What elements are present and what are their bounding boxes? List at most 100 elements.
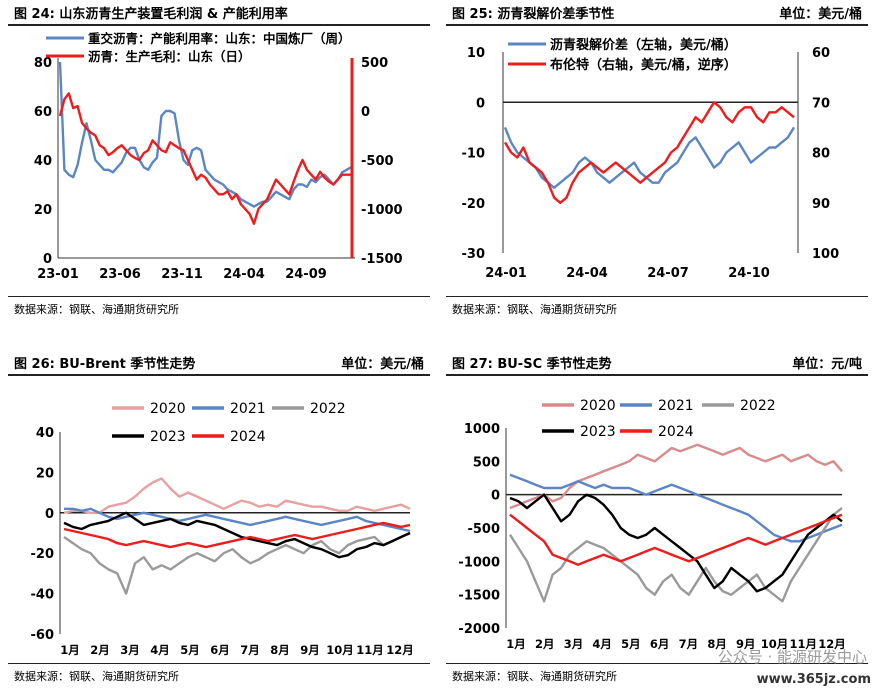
x-tick-label: 7月 [240,643,260,657]
y-tick-label: 0 [491,489,500,504]
y-tick-label: -1500 [458,589,500,604]
legend-label: 2020 [580,398,616,414]
chart-crack-spread: -30 -20 -10 0 10 100 90 80 70 60 24-01 24-04 24-07 24… [462,37,840,281]
y-tick-label: 0 [45,507,54,522]
y-left-tick-label: -30 [462,247,486,262]
y-right-tick-label: 500 [361,56,388,71]
x-tick-label: 24-04 [223,267,265,282]
legend-label: 2021 [230,401,266,417]
series-line-crack-spread [503,126,796,189]
series-line-2020 [63,477,411,515]
y-tick-label: -40 [31,588,55,603]
y-tick-label: 20 [36,466,54,481]
series-line-2024 [63,521,411,549]
x-tick-label: 24-07 [647,266,689,281]
y-right-tick-label: -1500 [361,252,403,267]
y-left-tick-label: 80 [34,56,52,71]
y-right-tick-label: 100 [812,247,839,262]
y-left-tick-label: 0 [476,96,485,111]
x-tick-label: 3月 [120,643,140,657]
y-left-tick-label: 10 [467,46,485,61]
data-source: 数据来源：钢联、海通期货研究所 [452,670,617,683]
x-tick-label: 2月 [535,637,555,651]
series-line-2023 [509,493,843,593]
x-tick-label: 24-04 [566,266,608,281]
series-line-profit [58,92,351,225]
chart-panel-bu-brent: 图 26: BU-Brent 季节性走势 单位：美元/桶 -60 -40 -20 0 2… [8,350,430,688]
data-source: 数据来源：钢联、海通期货研究所 [14,670,179,683]
x-tick-label: 23-01 [37,267,79,282]
data-source: 数据来源：钢联、海通期货研究所 [14,303,179,316]
y-left-tick-label: 20 [34,203,52,218]
y-tick-label: 40 [36,426,54,441]
chart-panel-crack-spread: 图 25: 沥青裂解价差季节性 单位：美元/桶 -30 -20 -10 0 10 100 9… [446,0,868,320]
y-tick-label: -60 [31,628,55,643]
x-tick-label: 23-11 [161,267,203,282]
x-tick-label: 9月 [300,643,320,657]
panel-unit: 单位：美元/桶 [341,357,424,372]
x-tick-label: 4月 [150,643,170,657]
y-tick-label: 500 [473,455,500,470]
legend-label: 2021 [658,398,694,414]
data-source: 数据来源：钢联、海通期货研究所 [452,303,617,316]
panel-unit: 单位：元/吨 [792,357,862,372]
x-tick-label: 24-09 [285,267,327,282]
x-tick-label: 5月 [621,637,641,651]
series-line-2022 [63,531,411,595]
series-line-utilization [58,61,352,208]
y-left-tick-label: -20 [462,197,486,212]
x-tick-label: 1月 [60,643,80,657]
series-line-2023 [63,511,411,559]
x-tick-label: 6月 [650,637,670,651]
x-tick-label: 24-10 [728,266,770,281]
legend-label: 重交沥青：产能利用率：山东：中国炼厂（周） [88,31,351,46]
panel-header: 图 25: 沥青裂解价差季节性 单位：美元/桶 [446,0,868,26]
x-tick-label: 23-06 [99,267,141,282]
x-tick-label: 1月 [506,637,526,651]
site-watermark: www.365jz.com [756,672,871,687]
x-tick-label: 8月 [270,643,290,657]
chart-bu-brent: -60 -40 -20 0 20 40 1月 2月 3月 4月 5月 6月 7月 8月 9月 10月 11月 12… [31,401,414,657]
y-tick-label: -500 [467,522,500,537]
legend-label: 2020 [150,401,186,417]
y-right-tick-label: 90 [812,197,830,212]
y-left-tick-label: 0 [43,252,52,267]
x-tick-label: 7月 [679,637,699,651]
panel-unit: 单位：美元/桶 [779,7,862,22]
panel-header: 图 27: BU-SC 季节性走势 单位：元/吨 [446,350,868,376]
series-line-brent [503,101,795,205]
y-left-tick-label: 60 [34,105,52,120]
x-tick-label: 9月 [736,637,756,651]
chart-profit-utilization: 0 20 40 60 80 -1500 -1000 -500 0 500 23-01 23-06 23-… [34,31,403,282]
legend-label: 2023 [150,429,186,445]
y-left-tick-label: 40 [34,154,52,169]
series-line-2021 [64,507,411,533]
x-tick-label: 3月 [564,637,584,651]
y-tick-label: -1000 [458,555,500,570]
x-tick-label: 2月 [90,643,110,657]
x-tick-label: 8月 [707,637,727,651]
x-tick-label: 11月 [356,643,384,657]
series-line-2021 [509,473,843,543]
y-tick-label: -2000 [458,622,500,637]
x-tick-label: 4月 [592,637,612,651]
series-line-2022 [508,507,843,603]
panel-title: 图 27: BU-SC 季节性走势 [452,357,612,372]
legend-label: 2024 [658,424,694,440]
legend-label: 2022 [740,398,776,414]
y-right-tick-label: -500 [361,154,394,169]
y-tick-label: -20 [31,547,55,562]
panel-title: 图 26: BU-Brent 季节性走势 [14,357,196,372]
x-tick-label: 10月 [326,643,354,657]
y-left-tick-label: -10 [462,147,486,162]
x-tick-label: 24-01 [485,266,527,281]
legend-label: 2023 [580,424,616,440]
x-tick-label: 6月 [210,643,230,657]
panel-title: 图 25: 沥青裂解价差季节性 [452,7,615,22]
panel-header: 图 24: 山东沥青生产装置毛利润 & 产能利用率 [8,0,430,26]
y-right-tick-label: 70 [812,96,830,111]
panel-header: 图 26: BU-Brent 季节性走势 单位：美元/桶 [8,350,430,376]
x-tick-label: 12月 [818,637,846,651]
x-tick-label: 12月 [386,643,414,657]
y-right-tick-label: 0 [361,105,370,120]
